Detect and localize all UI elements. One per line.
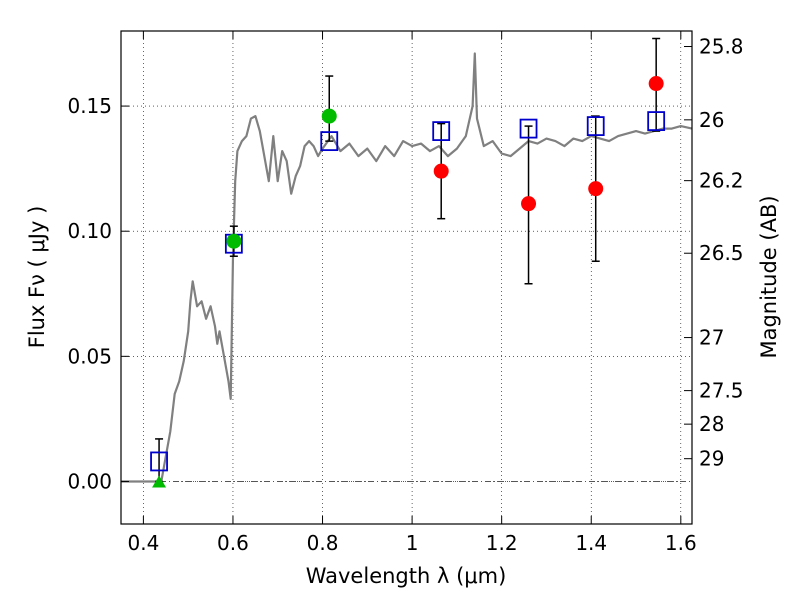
observed-flux-point [433,163,449,179]
right-tick-label: 26.5 [699,241,744,265]
right-tick-label: 25.8 [699,35,744,59]
model-flux-square [320,131,339,152]
right-tick-label: 26.2 [699,169,744,193]
x-tick-label: 1.4 [575,531,607,555]
observed-flux-point [521,196,537,212]
model-spectrum-line [121,52,693,483]
x-tick-label: 1.2 [486,531,518,555]
upper-limit-triangle [152,475,167,488]
observed-flux-point [321,108,337,124]
y-axis-label: Flux Fν ( μJy ) [25,206,49,349]
model-flux-square [150,451,168,472]
model-flux-square [519,118,538,139]
x-tick-label: 0.4 [127,531,159,555]
y-tick-label: 0.15 [67,94,112,118]
x-tick-label: 1 [406,531,419,555]
observed-flux-point [588,181,604,197]
grid-lines [121,31,692,524]
y-tick-label: 0.10 [67,219,112,243]
x-tick-label: 0.8 [307,531,339,555]
model-flux-square [432,121,451,142]
y-tick-label: 0.00 [67,469,112,493]
right-tick-label: 26 [699,108,724,132]
x-tick-label: 0.6 [217,531,249,555]
axes-layer: 0.4 0.6 0.8 1 1.2 1.4 1.6 0.00 0.05 0.10 0.15 25.8 2… [67,31,744,555]
model-flux-square [586,116,605,136]
right-axis-label: Magnitude (AB) [757,195,781,358]
right-tick-label: 28 [699,412,724,436]
x-tick-label: 1.6 [665,531,697,555]
model-flux-square [647,111,666,131]
observed-flux-point [648,76,664,92]
x-axis-label: Wavelength λ (μm) [306,564,507,588]
observed-flux-point [226,233,242,249]
plot-frame [120,30,693,525]
plot-layer [121,37,693,488]
right-tick-label: 29 [699,447,724,471]
right-tick-label: 27 [699,326,724,350]
y-tick-label: 0.05 [67,344,112,368]
right-tick-label: 27.5 [699,379,744,403]
